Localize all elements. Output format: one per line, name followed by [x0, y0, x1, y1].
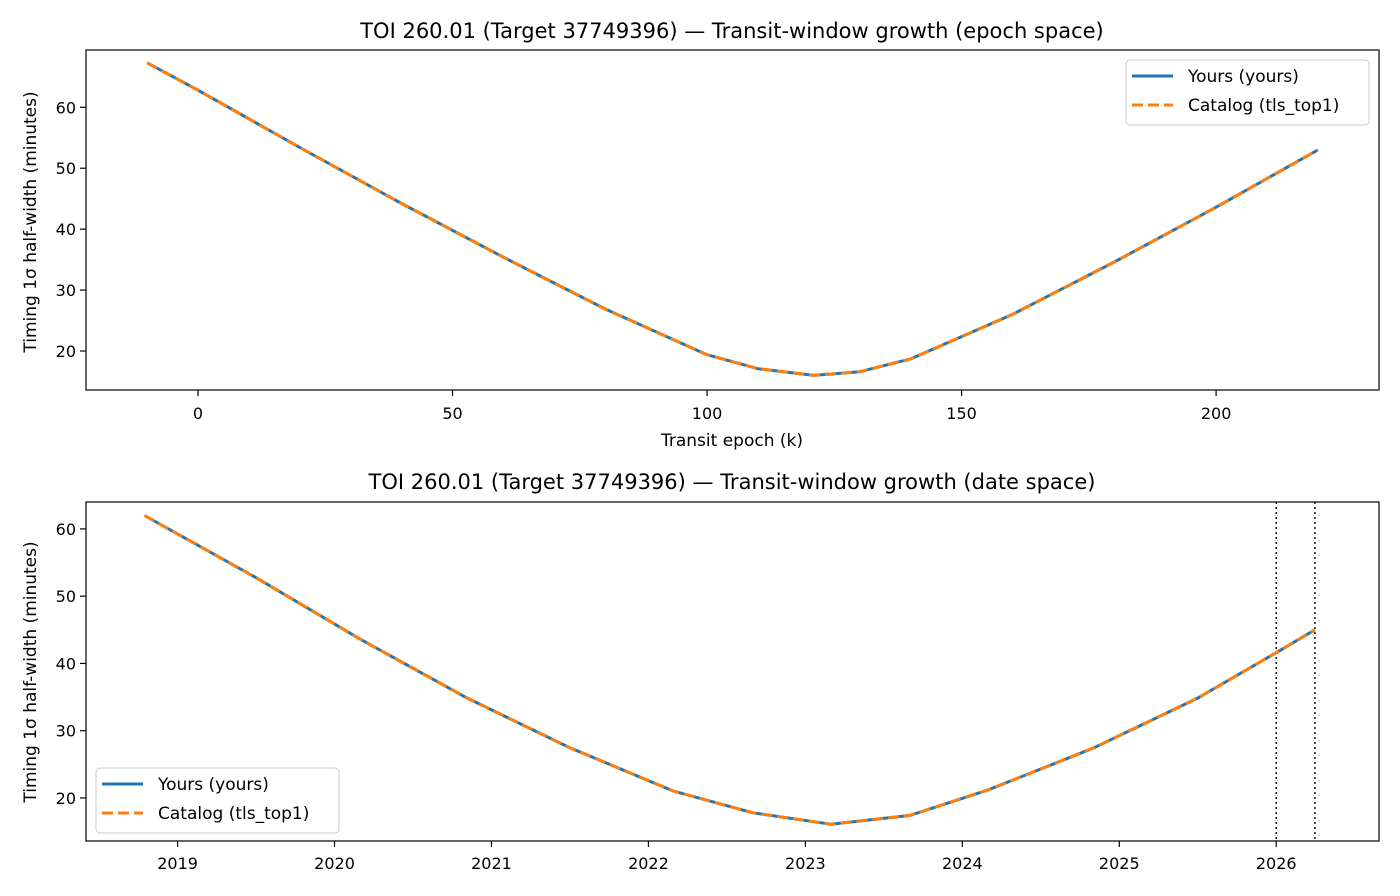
epoch-plot-frame — [85, 49, 1380, 391]
date-axis-ticks: 2019 2020 2021 2022 2023 2024 2025 2026 20 30 40 50… — [56, 520, 1297, 873]
epoch-y-tick-label: 40 — [56, 220, 76, 239]
epoch-chart-title: TOI 260.01 (Target 37749396) — Transit-w… — [359, 19, 1104, 43]
epoch-legend-yours-label: Yours (yours) — [1187, 67, 1299, 87]
date-legend-box — [95, 767, 340, 834]
date-x-tick-label: 2020 — [314, 854, 355, 873]
date-x-tick-label: 2025 — [1099, 854, 1140, 873]
date-y-tick-label: 30 — [56, 722, 76, 741]
epoch-panel: TOI 260.01 (Target 37749396) — Transit-w… — [21, 19, 1380, 451]
epoch-x-axis-label: Transit epoch (k) — [660, 431, 803, 451]
epoch-x-tick-label: 150 — [946, 404, 977, 423]
date-y-tick-label: 50 — [56, 587, 76, 606]
date-legend-catalog-label: Catalog (tls_top1) — [158, 804, 309, 824]
date-reference-lines — [1275, 502, 1316, 841]
date-x-tick-label: 2026 — [1256, 854, 1297, 873]
date-legend: Yours (yours) Catalog (tls_top1) — [95, 767, 340, 834]
date-y-axis-label: Timing 1σ half-width (minutes) — [21, 541, 41, 803]
date-series-catalog-line — [143, 514, 1316, 826]
epoch-x-tick-label: 0 — [193, 404, 203, 423]
date-y-tick-label: 40 — [56, 654, 76, 673]
epoch-y-tick-label: 50 — [56, 159, 76, 178]
date-panel: TOI 260.01 (Target 37749396) — Transit-w… — [21, 470, 1380, 873]
date-plot-frame — [85, 501, 1380, 842]
epoch-y-tick-label: 30 — [56, 281, 76, 300]
date-series-lines — [143, 514, 1316, 826]
date-x-tick-label: 2019 — [157, 854, 198, 873]
date-x-tick-label: 2024 — [942, 854, 983, 873]
epoch-series-lines — [146, 61, 1319, 377]
date-x-tick-label: 2022 — [628, 854, 669, 873]
epoch-x-tick-label: 200 — [1201, 404, 1232, 423]
date-y-tick-label: 20 — [56, 789, 76, 808]
date-y-tick-label: 60 — [56, 520, 76, 539]
epoch-y-axis-label: Timing 1σ half-width (minutes) — [21, 91, 41, 353]
date-x-tick-label: 2021 — [471, 854, 512, 873]
epoch-legend: Yours (yours) Catalog (tls_top1) — [1125, 59, 1370, 126]
epoch-legend-box — [1125, 59, 1370, 126]
epoch-axis-ticks: 0 50 100 150 200 20 30 40 50 60 — [56, 98, 1232, 423]
epoch-legend-catalog-label: Catalog (tls_top1) — [1188, 96, 1339, 116]
date-chart-title: TOI 260.01 (Target 37749396) — Transit-w… — [368, 470, 1096, 494]
epoch-x-tick-label: 50 — [442, 404, 462, 423]
epoch-y-tick-label: 60 — [56, 98, 76, 117]
date-x-tick-label: 2023 — [785, 854, 826, 873]
epoch-y-tick-label: 20 — [56, 342, 76, 361]
epoch-x-tick-label: 100 — [692, 404, 723, 423]
epoch-series-catalog-line — [146, 61, 1319, 377]
date-legend-yours-label: Yours (yours) — [157, 775, 269, 795]
